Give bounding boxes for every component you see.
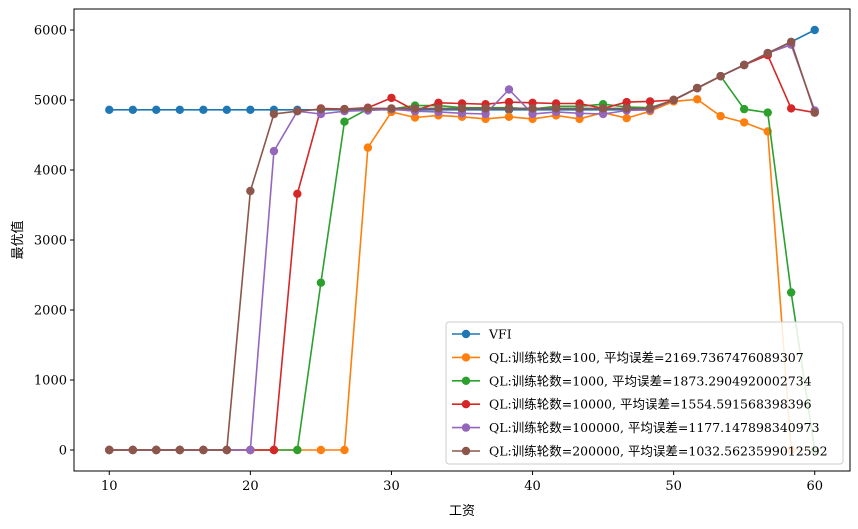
data-point (504, 112, 514, 122)
data-point (645, 97, 655, 106)
data-point (387, 104, 396, 113)
data-point (105, 445, 114, 455)
legend-entry-label: QL:训练轮数=1000, 平均误差=1873.2904920002734 (489, 373, 812, 388)
data-point (692, 95, 702, 104)
data-point (152, 445, 161, 455)
data-point (269, 445, 279, 455)
y-tick-label: 2000 (34, 304, 67, 319)
x-tick-label: 50 (665, 479, 682, 494)
data-point (598, 104, 608, 113)
x-axis-ticks: 10 20 30 40 50 60 (101, 471, 823, 494)
data-point (528, 104, 537, 113)
legend-marker (461, 423, 471, 432)
data-point (293, 189, 302, 198)
data-point (340, 117, 349, 126)
data-point (269, 146, 279, 156)
x-tick-label: 10 (101, 479, 118, 494)
legend-marker (461, 446, 471, 456)
data-point (316, 278, 326, 287)
legend-entry-label: VFI (488, 327, 512, 342)
x-tick-label: 60 (806, 479, 823, 494)
y-tick-label: 5000 (34, 94, 67, 109)
data-point (152, 105, 161, 115)
data-point (316, 104, 326, 114)
data-point (504, 97, 514, 107)
series-5 (105, 37, 819, 455)
data-point (739, 60, 749, 70)
data-point (199, 105, 208, 115)
legend-marker (461, 376, 471, 385)
data-point (645, 104, 655, 113)
legend-entry-label: QL:训练轮数=100000, 平均误差=1177.147898340973 (489, 420, 820, 435)
legend-entry-label: QL:训练轮数=100, 平均误差=2169.7367476089307 (489, 350, 804, 365)
data-point (786, 104, 796, 113)
data-point (175, 445, 185, 455)
data-point (669, 95, 678, 105)
y-axis-label: 最优值 (10, 220, 26, 259)
x-tick-label: 30 (383, 479, 400, 494)
data-point (340, 104, 349, 114)
data-point (246, 186, 255, 196)
data-point (269, 109, 279, 119)
y-tick-label: 4000 (34, 164, 67, 179)
data-point (199, 445, 208, 455)
data-point (786, 37, 796, 47)
y-tick-label: 0 (59, 444, 67, 459)
data-point (246, 105, 255, 115)
data-point (222, 105, 232, 115)
data-point (410, 113, 420, 122)
legend-marker (461, 353, 471, 362)
data-point (786, 288, 796, 297)
data-point (340, 445, 349, 455)
data-point (363, 143, 373, 152)
legend-marker (461, 329, 471, 339)
data-point (363, 104, 373, 113)
series-layer (105, 25, 819, 455)
x-tick-label: 20 (242, 479, 259, 494)
data-point (810, 25, 819, 35)
data-point (763, 108, 772, 117)
legend-frame (445, 321, 844, 465)
data-point (434, 104, 443, 113)
data-point (410, 104, 420, 113)
x-tick-label: 40 (524, 479, 541, 494)
data-point (387, 93, 396, 103)
x-axis-label: 工资 (449, 504, 475, 519)
y-tick-label: 3000 (34, 234, 67, 249)
data-point (763, 48, 772, 58)
data-point (246, 445, 255, 455)
data-point (481, 104, 490, 113)
data-point (128, 445, 138, 455)
y-axis-ticks: 0 1000 2000 3000 4000 5000 6000 (34, 24, 74, 459)
data-point (739, 104, 749, 114)
data-point (222, 445, 232, 455)
legend-entry-label: QL:训练轮数=10000, 平均误差=1554.591568398396 (489, 397, 812, 412)
data-point (622, 97, 631, 107)
data-point (504, 85, 514, 94)
data-point (457, 104, 467, 113)
data-point (810, 108, 819, 117)
data-point (551, 104, 561, 113)
legend: VFI QL:训练轮数=100, 平均误差=2169.7367476089307 Q… (445, 321, 844, 465)
data-point (716, 111, 725, 121)
data-point (575, 104, 584, 113)
data-point (105, 105, 114, 115)
data-point (622, 114, 631, 123)
legend-entry-label: QL:训练轮数=200000, 平均误差=1032.5623599012592 (489, 444, 828, 459)
data-point (716, 72, 725, 81)
y-tick-label: 6000 (34, 24, 67, 39)
data-point (175, 105, 185, 115)
y-tick-label: 1000 (34, 374, 67, 389)
legend-marker (461, 400, 471, 409)
data-point (293, 445, 302, 455)
data-point (293, 107, 302, 116)
data-point (692, 83, 702, 93)
data-point (739, 118, 749, 127)
data-point (504, 104, 514, 113)
data-point (128, 105, 138, 115)
data-point (316, 445, 326, 455)
data-point (622, 104, 631, 113)
